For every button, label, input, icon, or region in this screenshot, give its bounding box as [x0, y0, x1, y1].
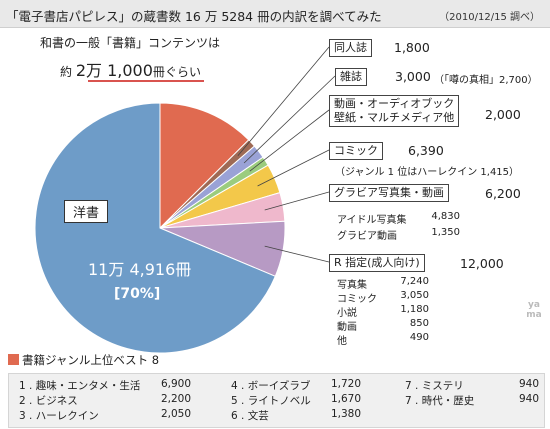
r-detail-name: 動画	[337, 322, 357, 333]
section-square-icon	[8, 354, 19, 365]
note-comic: （ジャンル 1 位はハーレクイン 1,415）	[335, 167, 520, 178]
label-multimedia-line2: 壁紙・マルチメディア他	[334, 111, 455, 124]
value-doujin: 1,800	[394, 40, 430, 55]
value-comic: 6,390	[408, 143, 444, 158]
genre-name: 1 . 趣味・エンタメ・生活	[19, 380, 141, 392]
genre-value: 940	[518, 378, 539, 390]
genre-value: 1,380	[330, 408, 361, 420]
r-detail-name: 写真集	[337, 280, 367, 291]
genre-value: 1,720	[330, 378, 361, 390]
header-bar: 「電子書店パピレス」の蔵書数 16 万 5284 冊の内訳を調べてみた （201…	[0, 0, 550, 28]
r-detail-name: コミック	[337, 294, 377, 305]
value-multimedia: 2,000	[485, 107, 521, 122]
r-detail-name: 小説	[337, 308, 357, 319]
slice-western	[34, 102, 276, 354]
western-value: 11万 4,916冊	[88, 256, 191, 280]
leader-line	[257, 149, 330, 187]
genre-name: 7 . ミステリ	[405, 380, 464, 392]
value-magazine: 3,000	[395, 69, 431, 84]
label-multimedia: 動画・オーディオブック 壁紙・マルチメディア他	[329, 95, 460, 127]
value-gravure: 6,200	[485, 186, 521, 201]
gravure-detail-name: グラビア動画	[337, 231, 397, 242]
western-unit: 冊	[175, 260, 192, 279]
leader-line	[264, 191, 330, 211]
gravure-detail-value: 1,350	[431, 227, 460, 238]
label-comic: コミック	[329, 142, 383, 160]
genre-name: 5 . ライトノベル	[231, 395, 311, 407]
r-detail-value: 3,050	[400, 290, 429, 301]
gravure-detail-value: 4,830	[431, 211, 460, 222]
western-count: 11万 4,916	[88, 260, 176, 279]
genre-section-title: 書籍ジャンル上位ベスト 8	[22, 353, 160, 367]
intro-underline	[88, 80, 204, 82]
survey-date: （2010/12/15 調べ）	[439, 12, 540, 23]
leader-line	[264, 245, 330, 263]
intro-unit: 冊	[152, 65, 165, 79]
genre-value: 2,200	[160, 393, 191, 405]
leader-line	[249, 109, 330, 172]
gravure-detail-name: アイドル写真集	[337, 215, 407, 226]
slice-general-books	[159, 102, 250, 230]
intro-suffix: ぐらい	[164, 65, 201, 79]
genre-name: 2 . ビジネス	[19, 395, 78, 407]
genre-value: 2,050	[160, 408, 191, 420]
label-doujin: 同人誌	[329, 39, 372, 57]
r-detail-name: 他	[337, 336, 347, 347]
intro-line-2: 約 2万 1,000冊ぐらい	[60, 57, 201, 81]
intro-book-count: 2万 1,000	[75, 61, 153, 80]
r-detail-value: 7,240	[400, 276, 429, 287]
genre-name: 6 . 文芸	[231, 410, 269, 422]
leader-line	[243, 75, 336, 164]
label-multimedia-line1: 動画・オーディオブック	[334, 97, 455, 110]
watermark-logo: ya ma	[526, 300, 542, 320]
genre-value: 940	[518, 393, 539, 405]
intro-line-1: 和書の一般「書籍」コンテンツは	[40, 36, 221, 50]
label-gravure: グラビア写真集・動画	[329, 184, 449, 202]
r-detail-value: 1,180	[400, 304, 429, 315]
r-detail-value: 490	[409, 332, 429, 343]
genre-name: 7 . 時代・歴史	[405, 395, 475, 407]
western-percent: [70%]	[114, 286, 161, 302]
genre-name: 4 . ボーイズラブ	[231, 380, 311, 392]
value-r-rated: 12,000	[460, 256, 504, 271]
genre-value: 1,670	[330, 393, 361, 405]
r-detail-value: 850	[409, 318, 429, 329]
genre-list: 1 . 趣味・エンタメ・生活 6,900 2 . ビジネス 2,200 3 . …	[8, 373, 545, 428]
genre-section: 書籍ジャンル上位ベスト 8 1 . 趣味・エンタメ・生活 6,900 2 . ビ…	[0, 352, 550, 429]
label-r-rated: R 指定(成人向け)	[329, 254, 425, 272]
page-title: 「電子書店パピレス」の蔵書数 16 万 5284 冊の内訳を調べてみた	[6, 9, 382, 24]
label-magazine: 雑誌	[335, 68, 367, 86]
western-label: 洋書	[64, 200, 109, 223]
leader-line	[237, 46, 330, 156]
note-magazine: （「噂の真相」2,700）	[434, 75, 538, 86]
genre-name: 3 . ハーレクイン	[19, 410, 99, 422]
intro-approx: 約	[60, 65, 73, 79]
genre-value: 6,900	[160, 378, 191, 390]
